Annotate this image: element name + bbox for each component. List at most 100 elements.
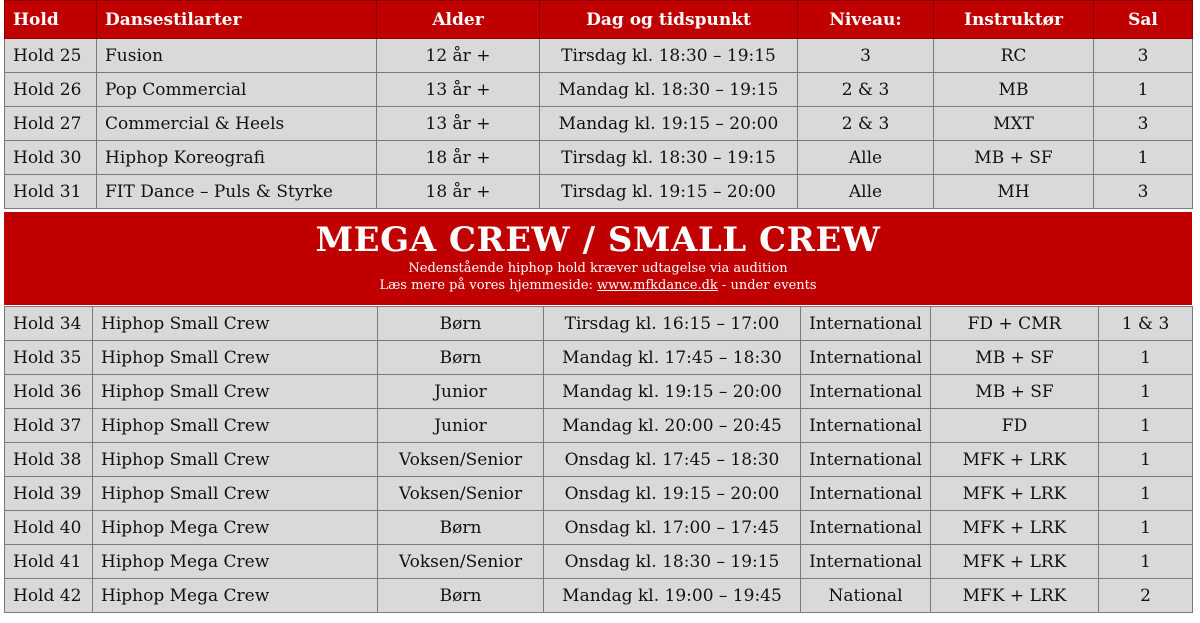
- cell-time: Mandag kl. 19:00 – 19:45: [543, 578, 801, 613]
- cell-instructor: MH: [933, 174, 1094, 209]
- cell-style: Hiphop Koreografi: [96, 140, 377, 175]
- cell-time: Onsdag kl. 17:00 – 17:45: [543, 510, 801, 545]
- header-style: Dansestilarter: [96, 0, 377, 39]
- cell-instructor: MB + SF: [933, 140, 1094, 175]
- table-row: Hold 39 Hiphop Small Crew Voksen/Senior Ons…: [4, 476, 1193, 511]
- cell-room: 1: [1093, 72, 1193, 107]
- cell-style: Hiphop Mega Crew: [92, 578, 378, 613]
- cell-hold: Hold 35: [4, 340, 93, 375]
- cell-instructor: MFK + LRK: [930, 442, 1099, 477]
- table-row: Hold 34 Hiphop Small Crew Børn Tirsdag kl. …: [4, 306, 1193, 341]
- cell-age: Junior: [377, 374, 544, 409]
- cell-hold: Hold 39: [4, 476, 93, 511]
- cell-room: 1: [1098, 408, 1193, 443]
- banner-audition-note: Nedenstående hiphop hold kræver udtagels…: [408, 261, 788, 276]
- cell-style: Hiphop Mega Crew: [92, 544, 378, 579]
- cell-level: International: [800, 442, 931, 477]
- cell-instructor: MB: [933, 72, 1094, 107]
- cell-time: Tirsdag kl. 19:15 – 20:00: [539, 174, 798, 209]
- table-row: Hold 27 Commercial & Heels 13 år + Mandag k…: [4, 106, 1193, 141]
- table-row: Hold 36 Hiphop Small Crew Junior Mandag kl.…: [4, 374, 1193, 409]
- schedule-table-bottom: Hold 34 Hiphop Small Crew Børn Tirsdag kl. …: [4, 306, 1193, 613]
- cell-time: Mandag kl. 17:45 – 18:30: [543, 340, 801, 375]
- banner-website-note: Læs mere på vores hjemmeside: www.mfkdan…: [4, 277, 1192, 294]
- header-time: Dag og tidspunkt: [539, 0, 798, 39]
- cell-instructor: MFK + LRK: [930, 578, 1099, 613]
- table-row: Hold 26 Pop Commercial 13 år + Mandag kl. 1…: [4, 72, 1193, 107]
- cell-age: Børn: [377, 340, 544, 375]
- header-hold: Hold: [4, 0, 97, 39]
- cell-level: 3: [797, 38, 934, 73]
- cell-room: 3: [1093, 106, 1193, 141]
- cell-style: Hiphop Small Crew: [92, 306, 378, 341]
- cell-hold: Hold 31: [4, 174, 97, 209]
- cell-room: 1 & 3: [1098, 306, 1193, 341]
- schedule-table-top: Hold Dansestilarter Alder Dag og tidspun…: [4, 0, 1193, 209]
- header-level: Niveau:: [797, 0, 934, 39]
- cell-hold: Hold 26: [4, 72, 97, 107]
- cell-hold: Hold 36: [4, 374, 93, 409]
- table-row: Hold 35 Hiphop Small Crew Børn Mandag kl. 1…: [4, 340, 1193, 375]
- cell-level: International: [800, 408, 931, 443]
- cell-hold: Hold 42: [4, 578, 93, 613]
- cell-hold: Hold 25: [4, 38, 97, 73]
- table-row: Hold 25 Fusion 12 år + Tirsdag kl. 18:30 – …: [4, 38, 1193, 73]
- cell-room: 1: [1098, 544, 1193, 579]
- cell-instructor: FD: [930, 408, 1099, 443]
- cell-room: 3: [1093, 38, 1193, 73]
- cell-room: 1: [1098, 510, 1193, 545]
- cell-instructor: MFK + LRK: [930, 476, 1099, 511]
- cell-level: International: [800, 374, 931, 409]
- cell-age: 13 år +: [376, 72, 540, 107]
- cell-room: 1: [1098, 442, 1193, 477]
- banner-title: MEGA CREW / SMALL CREW: [315, 220, 881, 260]
- cell-time: Mandag kl. 18:30 – 19:15: [539, 72, 798, 107]
- cell-hold: Hold 37: [4, 408, 93, 443]
- table-row: Hold 38 Hiphop Small Crew Voksen/Senior Ons…: [4, 442, 1193, 477]
- cell-style: FIT Dance – Puls & Styrke: [96, 174, 377, 209]
- cell-time: Onsdag kl. 19:15 – 20:00: [543, 476, 801, 511]
- cell-room: 1: [1093, 140, 1193, 175]
- cell-room: 1: [1098, 476, 1193, 511]
- cell-level: International: [800, 306, 931, 341]
- cell-age: Børn: [377, 578, 544, 613]
- cell-hold: Hold 41: [4, 544, 93, 579]
- cell-style: Hiphop Mega Crew: [92, 510, 378, 545]
- cell-time: Tirsdag kl. 16:15 – 17:00: [543, 306, 801, 341]
- cell-age: Voksen/Senior: [377, 476, 544, 511]
- cell-age: Junior: [377, 408, 544, 443]
- header-age: Alder: [376, 0, 540, 39]
- cell-time: Mandag kl. 20:00 – 20:45: [543, 408, 801, 443]
- cell-level: 2 & 3: [797, 72, 934, 107]
- banner-website-suffix: - under events: [717, 278, 817, 293]
- table-row: Hold 42 Hiphop Mega Crew Børn Mandag kl. 19…: [4, 578, 1193, 613]
- cell-level: International: [800, 510, 931, 545]
- header-instructor: Instruktør: [933, 0, 1094, 39]
- cell-room: 1: [1098, 374, 1193, 409]
- cell-instructor: MB + SF: [930, 374, 1099, 409]
- cell-level: Alle: [797, 174, 934, 209]
- table-row: Hold 37 Hiphop Small Crew Junior Mandag kl.…: [4, 408, 1193, 443]
- cell-room: 2: [1098, 578, 1193, 613]
- cell-instructor: MFK + LRK: [930, 544, 1099, 579]
- table-row: Hold 31 FIT Dance – Puls & Styrke 18 år + T…: [4, 174, 1193, 209]
- website-link[interactable]: www.mfkdance.dk: [597, 278, 718, 293]
- cell-age: 18 år +: [376, 140, 540, 175]
- cell-instructor: FD + CMR: [930, 306, 1099, 341]
- cell-room: 3: [1093, 174, 1193, 209]
- cell-room: 1: [1098, 340, 1193, 375]
- cell-instructor: MXT: [933, 106, 1094, 141]
- cell-hold: Hold 40: [4, 510, 93, 545]
- cell-hold: Hold 38: [4, 442, 93, 477]
- header-room: Sal: [1093, 0, 1193, 39]
- cell-hold: Hold 30: [4, 140, 97, 175]
- cell-time: Onsdag kl. 18:30 – 19:15: [543, 544, 801, 579]
- cell-age: Børn: [377, 306, 544, 341]
- cell-age: Voksen/Senior: [377, 442, 544, 477]
- cell-style: Fusion: [96, 38, 377, 73]
- cell-level: International: [800, 340, 931, 375]
- cell-instructor: MFK + LRK: [930, 510, 1099, 545]
- cell-time: Tirsdag kl. 18:30 – 19:15: [539, 38, 798, 73]
- cell-time: Mandag kl. 19:15 – 20:00: [539, 106, 798, 141]
- cell-level: 2 & 3: [797, 106, 934, 141]
